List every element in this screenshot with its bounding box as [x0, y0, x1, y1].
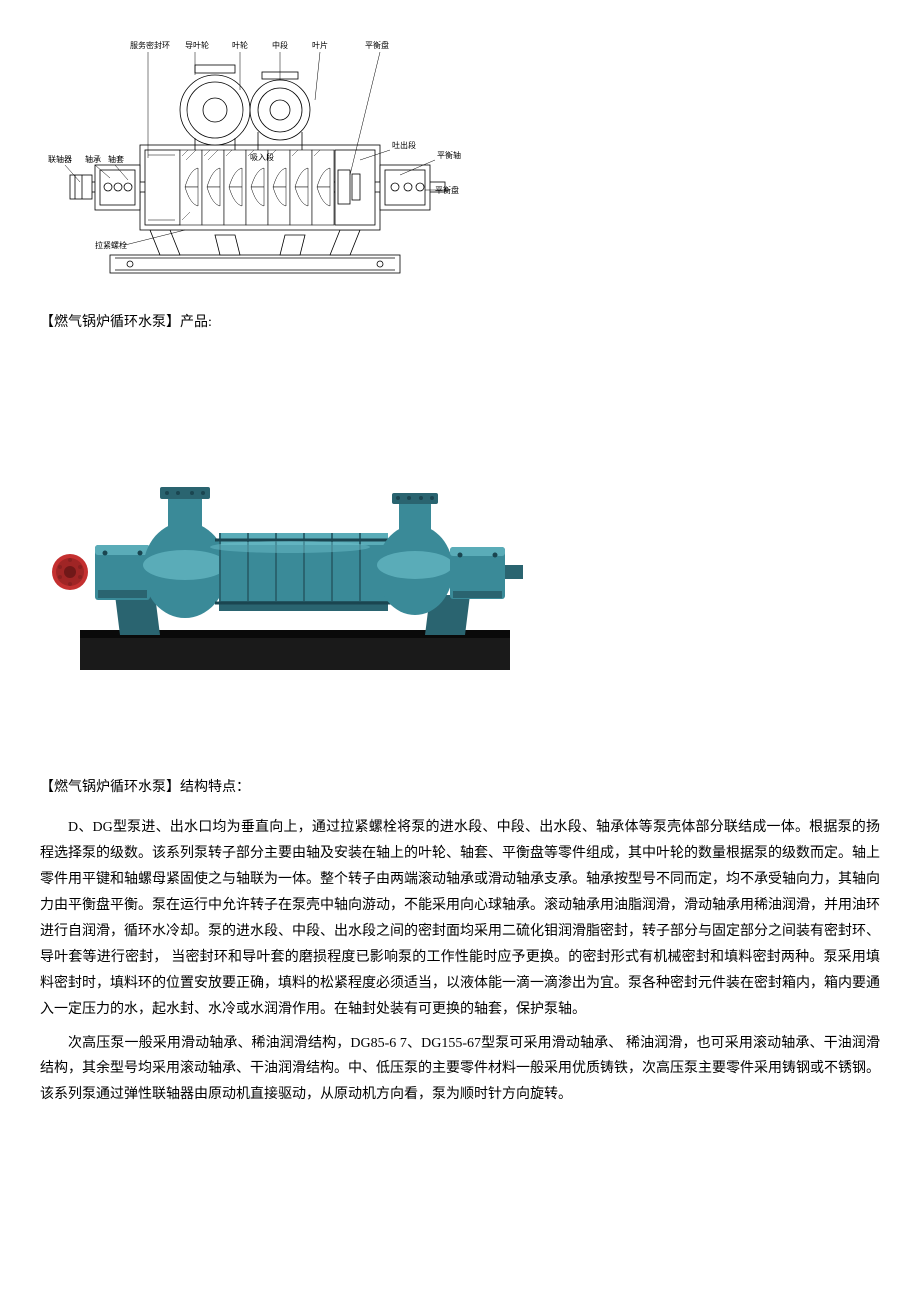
diagram-label: 叶轮 [232, 40, 248, 50]
diagram-label: 平衡轴 [437, 150, 461, 160]
diagram-label: 平衡盘 [365, 40, 389, 50]
diagram-label: 轴套 [108, 154, 124, 164]
paragraph-1: D、DG型泵进、出水口均为垂直向上，通过拉紧螺栓将泵的进水段、中段、出水段、轴承… [40, 815, 880, 1022]
diagram-label: 服务密封环 [130, 40, 170, 50]
diagram-label: 中段 [272, 40, 288, 50]
diagram-label: 平衡盘 [435, 185, 459, 195]
technical-diagram-container: 服务密封环 导叶轮 叶轮 中段 叶片 平衡盘 联轴器 轴承 轴套 吸入段 吐出段… [40, 30, 880, 290]
diagram-label: 拉紧螺栓 [95, 240, 127, 250]
diagram-label: 轴承 [85, 154, 101, 164]
diagram-label: 吸入段 [250, 152, 274, 162]
product-section-title: 【燃气锅炉循环水泵】产品: [40, 310, 880, 335]
pump-product-photo [40, 375, 540, 695]
pump-cross-section-diagram: 服务密封环 导叶轮 叶轮 中段 叶片 平衡盘 联轴器 轴承 轴套 吸入段 吐出段… [40, 30, 470, 290]
diagram-label: 联轴器 [48, 154, 72, 164]
diagram-label: 叶片 [312, 40, 328, 50]
product-photo-container [40, 375, 880, 695]
diagram-label: 吐出段 [392, 140, 416, 150]
paragraph-2: 次高压泵一般采用滑动轴承、稀油润滑结构，DG85-6 7、DG155-67型泵可… [40, 1031, 880, 1109]
structure-section-title: 【燃气锅炉循环水泵】结构特点： [40, 775, 880, 800]
diagram-label: 导叶轮 [185, 40, 209, 50]
